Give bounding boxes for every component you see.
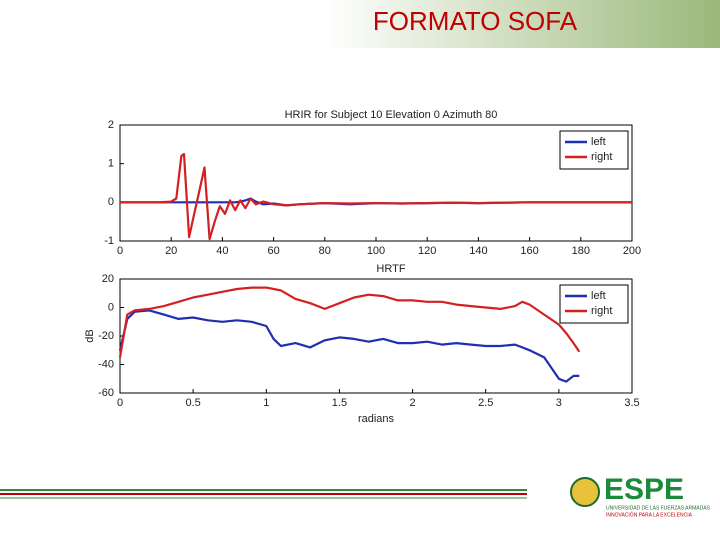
x-tick-label: 2 xyxy=(410,397,416,409)
plot-area xyxy=(119,278,633,394)
legend xyxy=(559,284,629,324)
legend-label: right xyxy=(591,305,612,317)
x-tick-label: 200 xyxy=(623,245,641,257)
y-tick-label: 2 xyxy=(108,119,114,131)
series-line xyxy=(118,309,580,383)
legend-label: right xyxy=(591,151,612,163)
x-tick-label: 0 xyxy=(117,245,123,257)
logo-line: INNOVACIÓN PARA LA EXCELENCIA xyxy=(606,511,693,518)
x-tick-label: 180 xyxy=(572,245,590,257)
y-tick-label: 0 xyxy=(108,196,114,208)
chart-title: HRTF xyxy=(376,263,405,275)
legend-label: left xyxy=(591,136,606,148)
x-tick-label: 60 xyxy=(267,245,279,257)
x-tick-label: 0 xyxy=(117,397,123,409)
x-tick-label: 100 xyxy=(367,245,385,257)
legend xyxy=(559,130,629,170)
y-tick-label: -20 xyxy=(98,330,114,342)
y-axis-label: dB xyxy=(84,329,96,342)
x-tick-label: 3.5 xyxy=(624,397,639,409)
y-tick-label: -40 xyxy=(98,358,114,370)
x-tick-label: 0.5 xyxy=(185,397,200,409)
chart-title: HRIR for Subject 10 Elevation 0 Azimuth … xyxy=(285,109,498,121)
y-tick-label: 20 xyxy=(102,273,114,285)
legend-label: left xyxy=(591,290,606,302)
x-tick-label: 120 xyxy=(418,245,436,257)
x-tick-label: 80 xyxy=(319,245,331,257)
logo-text: ESPE xyxy=(604,473,684,506)
logo: ESPE UNIVERSIDAD DE LAS FUERZAS ARMADAS … xyxy=(570,473,711,518)
plot-area xyxy=(119,124,633,242)
x-tick-label: 2.5 xyxy=(478,397,493,409)
y-tick-label: 1 xyxy=(108,158,114,170)
x-tick-label: 160 xyxy=(520,245,538,257)
logo-line: UNIVERSIDAD DE LAS FUERZAS ARMADAS xyxy=(606,505,711,511)
y-tick-label: -60 xyxy=(98,387,114,399)
x-tick-label: 1.5 xyxy=(332,397,347,409)
x-tick-label: 40 xyxy=(216,245,228,257)
header-band xyxy=(0,0,720,48)
x-tick-label: 1 xyxy=(263,397,269,409)
y-tick-label: -1 xyxy=(104,235,114,247)
slide-title: FORMATO SOFA xyxy=(373,6,578,36)
x-tick-label: 20 xyxy=(165,245,177,257)
y-tick-label: 0 xyxy=(108,301,114,313)
footer-lines xyxy=(0,489,527,499)
x-axis-label: radians xyxy=(358,413,395,425)
x-tick-label: 3 xyxy=(556,397,562,409)
x-tick-label: 140 xyxy=(469,245,487,257)
series-line xyxy=(120,152,632,241)
series-line xyxy=(118,286,581,358)
